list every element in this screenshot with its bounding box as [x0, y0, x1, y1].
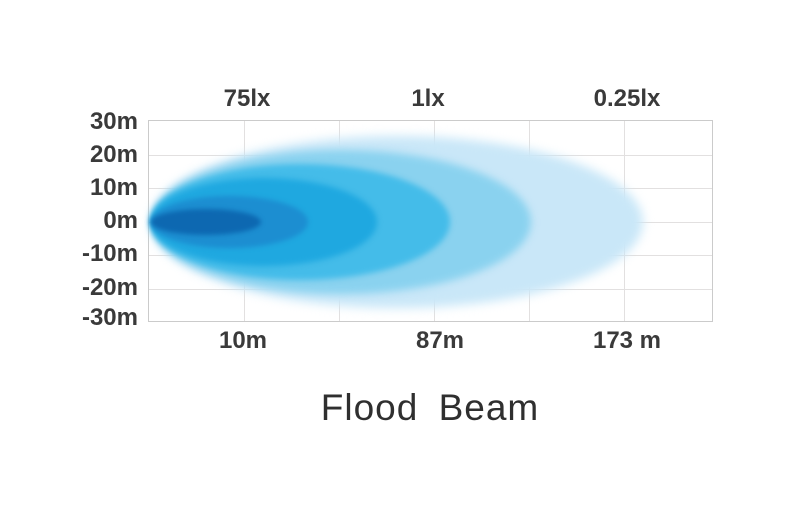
- left-axis-tick-neg30m: -30m: [81, 304, 138, 331]
- chart-title: Flood Beam: [320, 387, 540, 428]
- beam-plot-area: [148, 120, 713, 322]
- left-axis-tick-30m: 30m: [89, 108, 138, 135]
- top-axis-tick-75lx: 75lx: [223, 85, 271, 112]
- left-axis-tick-neg10m: -10m: [81, 240, 138, 267]
- top-axis-tick-025lx: 0.25lx: [593, 85, 661, 112]
- left-axis-tick-20m: 20m: [89, 141, 138, 168]
- left-axis-tick-neg20m: -20m: [81, 274, 138, 301]
- bottom-axis-tick-87m: 87m: [415, 327, 465, 354]
- left-axis-tick-0m: 0m: [103, 207, 138, 234]
- bottom-axis-tick-10m: 10m: [218, 327, 268, 354]
- left-axis-tick-10m: 10m: [89, 174, 138, 201]
- bottom-axis-tick-173m: 173 m: [592, 327, 662, 354]
- beam-hotspot: [151, 209, 261, 235]
- top-axis-tick-1lx: 1lx: [411, 85, 445, 112]
